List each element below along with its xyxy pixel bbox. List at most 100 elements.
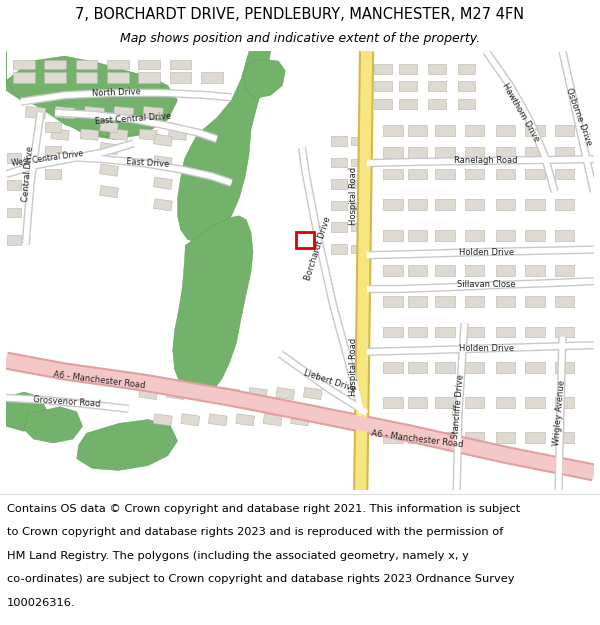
Bar (154, 199, 172, 211)
Bar (435, 327, 455, 338)
Bar (383, 432, 403, 442)
Bar (496, 125, 515, 136)
Bar (408, 230, 427, 241)
Bar (221, 388, 240, 399)
Bar (554, 397, 574, 408)
Bar (44, 59, 66, 69)
Bar (525, 265, 545, 276)
Bar (181, 414, 200, 426)
Bar (7, 152, 21, 162)
Bar (139, 388, 158, 399)
Text: Wrigley Avenue: Wrigley Avenue (552, 380, 567, 446)
Bar (169, 129, 187, 140)
Bar (110, 129, 128, 140)
Text: Osborne Drive: Osborne Drive (565, 87, 594, 147)
Bar (435, 432, 455, 442)
Bar (44, 72, 66, 84)
Bar (428, 64, 446, 74)
Text: Liebert Drive: Liebert Drive (302, 368, 357, 394)
Bar (7, 180, 21, 190)
Bar (383, 125, 403, 136)
Bar (383, 169, 403, 179)
Text: East Drive: East Drive (127, 157, 170, 169)
Bar (554, 147, 574, 158)
Bar (383, 397, 403, 408)
Bar (248, 388, 267, 399)
Bar (399, 81, 416, 91)
Bar (496, 362, 515, 372)
Text: Hospital Road: Hospital Road (349, 167, 358, 225)
Bar (263, 414, 282, 426)
Polygon shape (173, 216, 253, 399)
Bar (351, 137, 362, 145)
Polygon shape (24, 407, 83, 443)
Bar (554, 199, 574, 210)
Bar (496, 296, 515, 307)
Bar (458, 64, 475, 74)
Text: Holden Drive: Holden Drive (458, 248, 514, 257)
Bar (464, 230, 484, 241)
Bar (139, 72, 160, 84)
Bar (374, 81, 392, 91)
Bar (464, 125, 484, 136)
Bar (554, 265, 574, 276)
Bar (464, 169, 484, 179)
Bar (399, 99, 416, 109)
Bar (435, 230, 455, 241)
Text: 100026316.: 100026316. (7, 598, 76, 608)
Bar (464, 362, 484, 372)
Polygon shape (6, 392, 47, 431)
Bar (408, 169, 427, 179)
Bar (194, 388, 212, 399)
Bar (458, 99, 475, 109)
Bar (7, 208, 21, 217)
Bar (166, 388, 185, 399)
Text: Stancliffe Drive: Stancliffe Drive (451, 374, 466, 439)
Bar (464, 432, 484, 442)
Bar (13, 72, 35, 84)
Bar (383, 147, 403, 158)
Bar (25, 106, 46, 119)
Bar (154, 134, 172, 146)
Bar (399, 64, 416, 74)
Bar (351, 245, 362, 252)
Text: Grosvenor Road: Grosvenor Road (33, 396, 101, 409)
Bar (496, 265, 515, 276)
Bar (351, 202, 362, 209)
Polygon shape (6, 51, 178, 139)
Bar (107, 59, 128, 69)
Bar (80, 129, 98, 140)
Bar (464, 296, 484, 307)
Bar (554, 230, 574, 241)
Bar (408, 199, 427, 210)
Polygon shape (178, 51, 271, 243)
Bar (496, 147, 515, 158)
Bar (208, 414, 227, 426)
Bar (7, 235, 21, 245)
Bar (435, 169, 455, 179)
Bar (383, 327, 403, 338)
Text: Contains OS data © Crown copyright and database right 2021. This information is : Contains OS data © Crown copyright and d… (7, 504, 520, 514)
Text: Ranelagh Road: Ranelagh Road (454, 156, 518, 164)
Bar (76, 59, 97, 69)
Bar (331, 201, 347, 211)
Text: A6 - Manchester Road: A6 - Manchester Road (371, 429, 464, 449)
Bar (46, 169, 61, 179)
Bar (435, 147, 455, 158)
Bar (351, 223, 362, 231)
Bar (525, 169, 545, 179)
Polygon shape (77, 419, 178, 471)
Bar (525, 327, 545, 338)
Bar (435, 397, 455, 408)
Bar (351, 159, 362, 166)
Bar (100, 164, 118, 176)
Bar (170, 59, 191, 69)
Bar (46, 146, 61, 156)
Bar (331, 222, 347, 232)
Bar (428, 81, 446, 91)
Bar (464, 397, 484, 408)
Bar (100, 121, 118, 133)
Bar (435, 199, 455, 210)
Bar (435, 265, 455, 276)
Bar (496, 230, 515, 241)
